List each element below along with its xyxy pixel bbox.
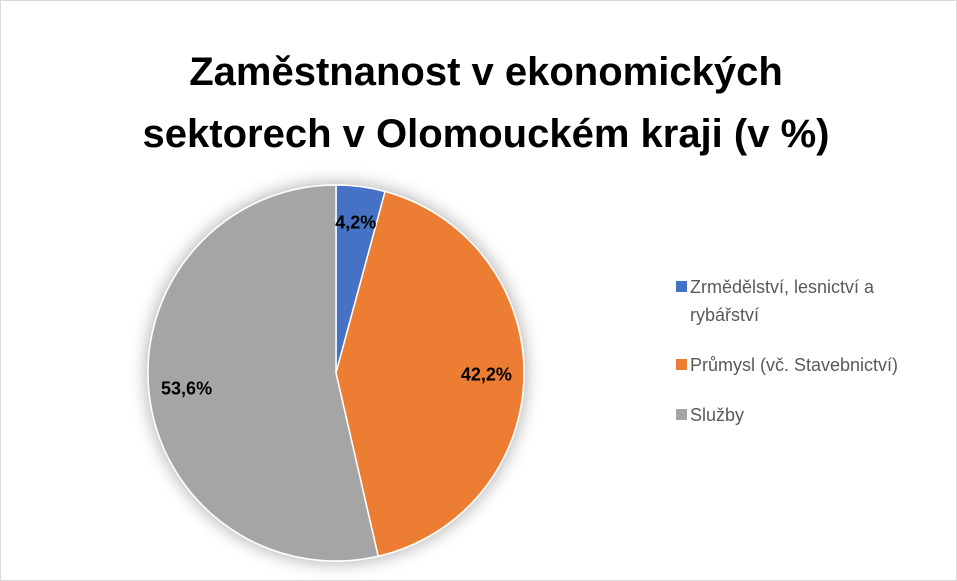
data-label: 53,6% bbox=[161, 379, 212, 399]
legend-entry: Služby bbox=[676, 401, 936, 429]
legend-entry: Zrmědělství, lesnictví a rybářství bbox=[676, 273, 936, 329]
pie bbox=[147, 184, 525, 562]
pie-slice bbox=[335, 190, 525, 558]
legend-label: Služby bbox=[690, 405, 745, 425]
legend-entry: Průmysl (vč. Stavebnictví) bbox=[676, 351, 936, 379]
data-label: 42,2% bbox=[461, 365, 512, 385]
chart-title: Zaměstnanost v ekonomických sektorech v … bbox=[142, 50, 830, 156]
data-label: 4,2% bbox=[335, 213, 376, 233]
legend-label: Zrmědělství, lesnictví a rybářství bbox=[690, 277, 875, 325]
legend-swatch bbox=[676, 281, 687, 292]
legend: Zrmědělství, lesnictví a rybářství Průmys… bbox=[676, 273, 936, 451]
legend-swatch bbox=[676, 359, 687, 370]
legend-swatch bbox=[676, 409, 687, 420]
pie-slice bbox=[147, 184, 380, 562]
legend-label: Průmysl (vč. Stavebnictví) bbox=[690, 355, 899, 375]
